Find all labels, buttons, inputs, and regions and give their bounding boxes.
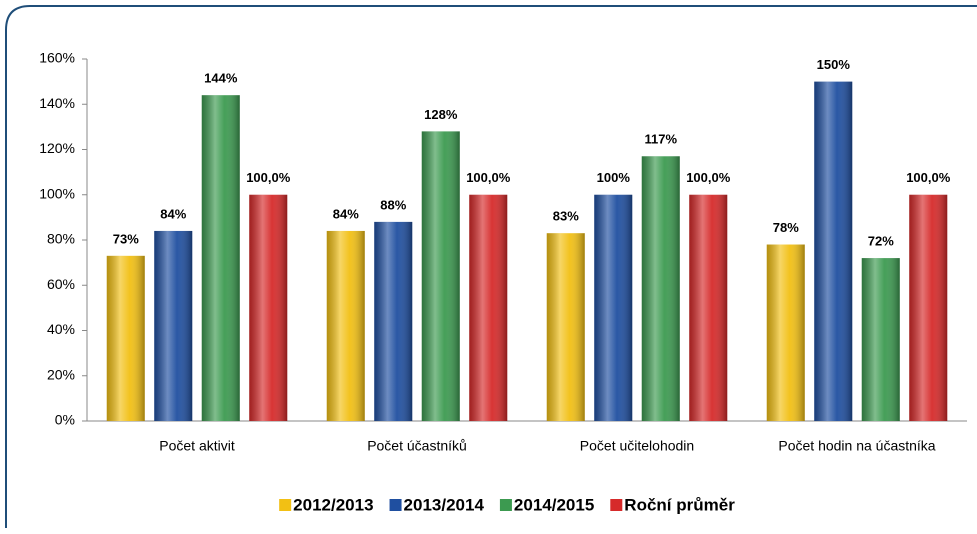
- y-tick-label: 60%: [47, 276, 75, 292]
- value-label: 83%: [553, 209, 579, 224]
- x-tick-label: Počet aktivit: [159, 438, 235, 454]
- y-tick-label: 100%: [39, 185, 75, 201]
- bar-shine: [766, 244, 805, 421]
- bar-shine: [326, 230, 365, 421]
- legend-swatch: [389, 499, 402, 511]
- x-tick-label: Počet účastníků: [367, 438, 467, 454]
- legend-label: 2014/2015: [514, 495, 594, 514]
- value-label: 100,0%: [906, 170, 951, 185]
- legend-swatch: [610, 499, 623, 511]
- y-tick-label: 40%: [47, 321, 75, 337]
- bar-shine: [814, 81, 853, 421]
- value-label: 100,0%: [686, 170, 731, 185]
- bar-shine: [469, 194, 508, 421]
- y-tick-label: 20%: [47, 366, 75, 382]
- bar-shine: [546, 233, 585, 421]
- bar-shine: [689, 194, 728, 421]
- bar-shine: [249, 194, 288, 421]
- bar-shine: [154, 230, 193, 421]
- legend-label: 2013/2014: [404, 495, 485, 514]
- y-tick-label: 120%: [39, 140, 75, 156]
- value-label: 150%: [817, 57, 851, 72]
- bar-shine: [909, 194, 948, 421]
- value-label: 88%: [380, 197, 406, 212]
- bar-shine: [201, 95, 240, 421]
- value-label: 100,0%: [466, 170, 511, 185]
- bar-shine: [641, 156, 680, 421]
- bar-shine: [421, 131, 460, 421]
- value-label: 100,0%: [246, 170, 291, 185]
- x-tick-label: Počet hodin na účastníka: [778, 438, 935, 454]
- frame: [5, 5, 977, 528]
- value-label: 72%: [868, 234, 894, 249]
- value-label: 117%: [644, 132, 677, 147]
- bar-shine: [106, 255, 145, 421]
- value-label: 78%: [773, 220, 799, 235]
- bar-shine: [374, 221, 413, 421]
- legend-swatch: [279, 499, 292, 511]
- legend-label: 2012/2013: [293, 495, 373, 514]
- value-label: 84%: [160, 206, 186, 221]
- y-tick-label: 160%: [39, 50, 75, 66]
- legend-label: Roční průměr: [624, 495, 735, 514]
- bar-shine: [861, 258, 900, 421]
- y-tick-label: 0%: [55, 412, 75, 428]
- value-label: 100%: [597, 170, 631, 185]
- value-label: 84%: [333, 206, 359, 221]
- y-tick-label: 80%: [47, 231, 75, 247]
- bar-shine: [594, 194, 633, 421]
- value-label: 73%: [113, 231, 139, 246]
- y-tick-label: 140%: [39, 95, 75, 111]
- legend-swatch: [499, 499, 512, 511]
- value-label: 144%: [204, 71, 238, 86]
- value-label: 128%: [424, 107, 458, 122]
- x-tick-label: Počet učitelohodin: [580, 438, 694, 454]
